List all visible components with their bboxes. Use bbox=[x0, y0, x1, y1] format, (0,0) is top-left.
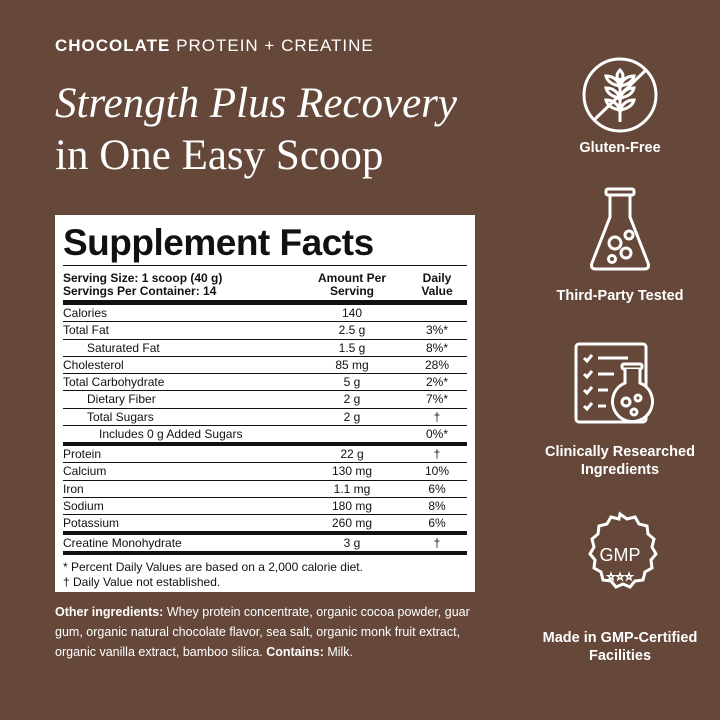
nutrient-name: Total Sugars bbox=[87, 409, 154, 424]
nutrient-dv: 0%* bbox=[425, 427, 448, 442]
nutrient-row: Potassium 260 mg 6% bbox=[63, 515, 467, 536]
badge-gluten-free: Gluten-Free bbox=[579, 140, 661, 156]
nutrient-row: Calories 140 bbox=[63, 305, 467, 323]
nutrient-amount: 5 g bbox=[343, 375, 361, 390]
nutrient-dv: † bbox=[433, 447, 441, 462]
nutrient-dv: 28% bbox=[424, 357, 450, 372]
nutrient-row: Total Sugars 2 g † bbox=[63, 409, 467, 427]
nutrient-row: Includes 0 g Added Sugars 0%* bbox=[63, 426, 467, 447]
footnote-dv: * Percent Daily Values are based on a 2,… bbox=[63, 560, 363, 575]
nutrient-row: Sodium 180 mg 8% bbox=[63, 498, 467, 516]
footnote-dagger: † Daily Value not established. bbox=[63, 575, 221, 590]
flavor: CHOCOLATE bbox=[55, 36, 171, 55]
nutrient-amount: 180 mg bbox=[331, 498, 373, 513]
gmp-seal-text: GMP bbox=[599, 545, 640, 565]
headline-line1: Strength Plus Recovery bbox=[55, 80, 457, 127]
label-title: Supplement Facts bbox=[63, 221, 467, 266]
nutrient-amount: 22 g bbox=[340, 447, 364, 462]
nutrient-row: Total Carbohydrate 5 g 2%* bbox=[63, 374, 467, 392]
col-amount: Amount Per Serving bbox=[317, 271, 386, 298]
nutrient-amount: 2 g bbox=[343, 392, 361, 407]
nutrient-dv: 8% bbox=[428, 498, 446, 513]
servings-per-container: Servings Per Container: 14 bbox=[63, 284, 217, 298]
svg-text:☆☆☆: ☆☆☆ bbox=[607, 572, 634, 583]
product-type: PROTEIN + CREATINE bbox=[170, 36, 374, 55]
nutrient-row: Iron 1.1 mg 6% bbox=[63, 481, 467, 498]
nutrient-amount bbox=[297, 426, 407, 442]
nutrient-amount: 2 g bbox=[343, 409, 361, 424]
footnotes: * Percent Daily Values are based on a 2,… bbox=[63, 560, 467, 590]
nutrient-name: Total Carbohydrate bbox=[63, 375, 165, 390]
nutrient-row: Total Fat 2.5 g 3%* bbox=[63, 322, 467, 340]
nutrient-dv: 7%* bbox=[425, 392, 448, 407]
nutrient-dv: 2%* bbox=[425, 375, 448, 390]
nutrient-name: Calories bbox=[63, 306, 108, 320]
nutrient-dv: 10% bbox=[424, 464, 450, 479]
badge-gmp-certified: Made in GMP-Certified Facilities bbox=[542, 630, 698, 664]
nutrient-amount: 130 mg bbox=[331, 464, 373, 479]
other-ingredients: Other ingredients: Whey protein concentr… bbox=[55, 602, 475, 662]
nutrient-dv: † bbox=[433, 409, 441, 424]
other-ingredients-label: Other ingredients: bbox=[55, 605, 164, 619]
nutrient-dv bbox=[407, 305, 467, 321]
nutrient-name: Potassium bbox=[63, 516, 120, 531]
nutrient-amount: 85 mg bbox=[335, 357, 369, 372]
contains-text: Milk. bbox=[323, 645, 354, 659]
badge-third-party-tested: Third-Party Tested bbox=[556, 288, 684, 304]
nutrient-amount: 1.5 g bbox=[338, 340, 366, 355]
nutrient-name: Dietary Fiber bbox=[87, 392, 156, 407]
nutrient-name: Protein bbox=[63, 447, 102, 462]
label-header: Serving Size: 1 scoop (40 g) Servings Per… bbox=[63, 266, 467, 305]
nutrient-dv: 8%* bbox=[425, 340, 448, 355]
nutrient-name: Sodium bbox=[63, 498, 104, 513]
other-ingredients-text: Whey protein concentrate, organic cocoa … bbox=[55, 605, 470, 659]
clipboard-flask-icon bbox=[574, 342, 654, 424]
nutrient-dv: 6% bbox=[428, 481, 446, 496]
gmp-seal-icon: GMP ☆☆☆ bbox=[588, 511, 658, 589]
nutrient-name: Iron bbox=[63, 481, 84, 496]
nutrient-name: Cholesterol bbox=[63, 357, 124, 372]
headline: Strength Plus Recovery in One Easy Scoop bbox=[55, 78, 457, 182]
nutrient-row: Cholesterol 85 mg 28% bbox=[63, 357, 467, 375]
headline-line2: in One Easy Scoop bbox=[55, 132, 384, 179]
nutrient-name: Total Fat bbox=[63, 323, 110, 338]
nutrient-row: Protein 22 g † bbox=[63, 446, 467, 464]
nutrient-name: Includes 0 g Added Sugars bbox=[99, 427, 243, 442]
nutrient-row: Calcium 130 mg 10% bbox=[63, 463, 467, 481]
badge-clinically-researched: Clinically Researched Ingredients bbox=[545, 444, 695, 478]
nutrient-row: Dietary Fiber 2 g 7%* bbox=[63, 391, 467, 409]
nutrient-name: Calcium bbox=[63, 464, 107, 479]
flask-icon bbox=[590, 187, 650, 271]
nutrient-amount: 260 mg bbox=[331, 516, 373, 531]
product-eyebrow: CHOCOLATE PROTEIN + CREATINE bbox=[55, 36, 374, 56]
contains-label: Contains: bbox=[266, 645, 324, 659]
nutrient-dv: 3%* bbox=[425, 323, 448, 338]
nutrient-name: Saturated Fat bbox=[87, 340, 160, 355]
nutrient-name: Creatine Monohydrate bbox=[63, 536, 182, 551]
no-wheat-icon bbox=[582, 57, 658, 133]
nutrient-amount: 1.1 mg bbox=[333, 481, 371, 496]
serving-size: Serving Size: 1 scoop (40 g) bbox=[63, 271, 223, 285]
nutrient-row: Creatine Monohydrate 3 g † bbox=[63, 535, 467, 556]
nutrient-amount: 3 g bbox=[343, 536, 361, 551]
nutrient-row: Saturated Fat 1.5 g 8%* bbox=[63, 340, 467, 357]
nutrient-dv: 6% bbox=[428, 516, 446, 531]
nutrient-amount: 140 bbox=[341, 306, 363, 320]
nutrient-dv: † bbox=[433, 536, 441, 551]
col-dv: Daily Value bbox=[421, 271, 453, 298]
supplement-facts-label: Supplement Facts Serving Size: 1 scoop (… bbox=[55, 215, 475, 592]
nutrient-amount: 2.5 g bbox=[338, 323, 366, 338]
